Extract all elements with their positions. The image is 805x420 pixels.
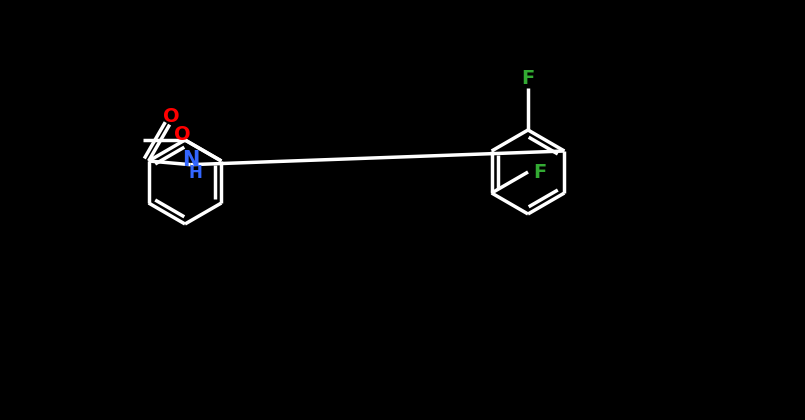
Text: N: N bbox=[182, 150, 199, 170]
Text: F: F bbox=[534, 163, 547, 181]
Text: F: F bbox=[522, 68, 535, 87]
Text: O: O bbox=[163, 107, 180, 126]
Text: O: O bbox=[174, 124, 190, 144]
Text: H: H bbox=[188, 164, 202, 182]
